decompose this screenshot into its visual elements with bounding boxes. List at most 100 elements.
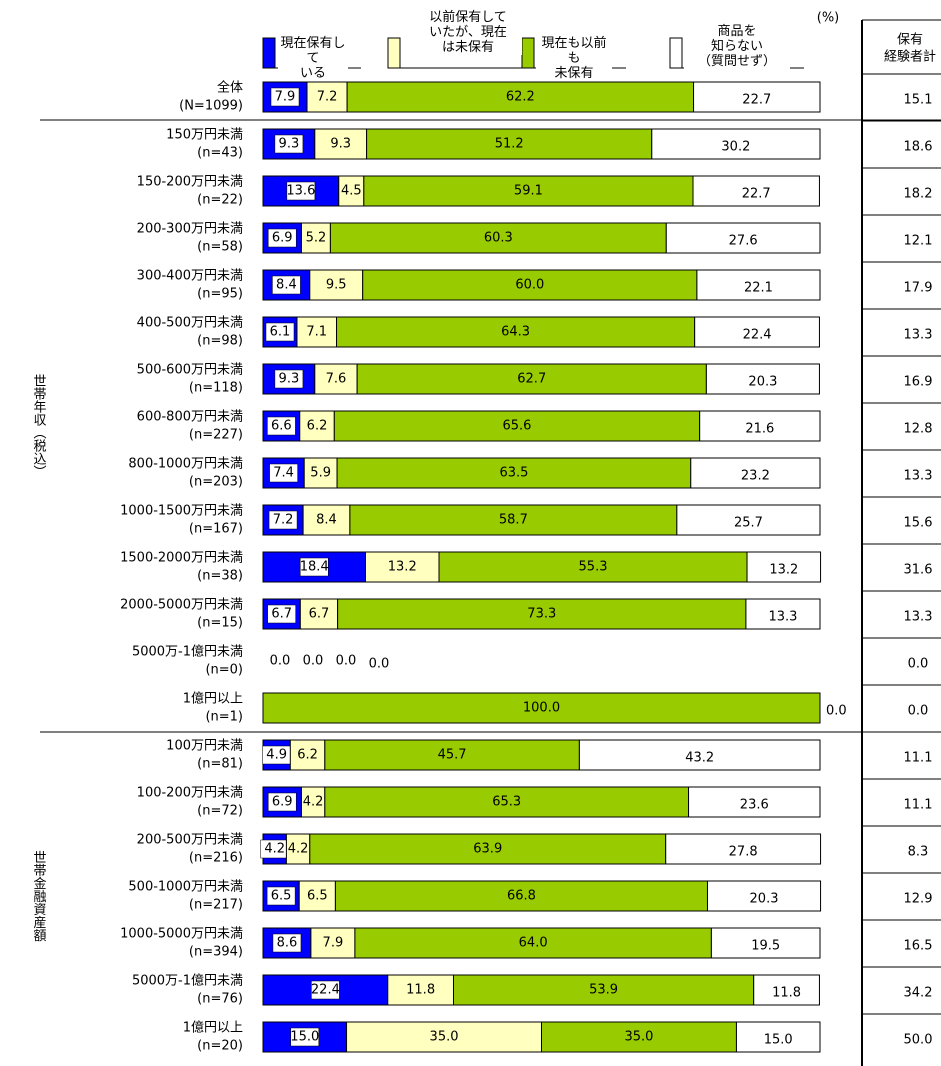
legend-swatch — [262, 37, 276, 69]
value-label: 59.1 — [514, 184, 543, 199]
value-label: 13.3 — [768, 610, 797, 625]
value-label: 9.3 — [279, 372, 300, 387]
value-label: 4.2 — [264, 842, 285, 857]
bar-segment — [692, 175, 820, 207]
label-box — [274, 369, 304, 389]
value-label: 51.2 — [495, 137, 524, 152]
sample-size: (n=227) — [189, 428, 243, 443]
value-label: 13.6 — [286, 184, 315, 199]
value-label: 45.7 — [438, 748, 467, 763]
label-box — [267, 792, 297, 812]
sample-size: (n=95) — [197, 287, 243, 302]
value-label: 8.4 — [276, 278, 297, 293]
bar-segment — [306, 81, 348, 113]
value-label: 0.0 — [303, 654, 324, 669]
bar-segment — [309, 269, 364, 301]
sample-size: (n=20) — [197, 1039, 243, 1054]
value-label: 13.2 — [769, 563, 798, 578]
total-value: 12.9 — [904, 892, 933, 907]
value-label: 7.9 — [275, 90, 296, 105]
total-value: 12.1 — [904, 234, 933, 249]
bar-segment — [262, 692, 821, 724]
value-label: 22.7 — [742, 93, 771, 108]
category-label: 300-400万円未満 — [137, 269, 243, 284]
label-box — [267, 416, 296, 436]
value-label: 4.5 — [341, 184, 362, 199]
value-label: 8.6 — [277, 936, 298, 951]
bar-segment — [387, 974, 454, 1006]
value-label: 60.0 — [515, 278, 544, 293]
bar-segment — [665, 222, 821, 254]
bar-segment — [314, 128, 368, 160]
legend-swatch — [387, 37, 401, 69]
total-value: 15.6 — [904, 516, 933, 531]
bar-segment — [366, 128, 653, 160]
bar-segment — [676, 504, 821, 536]
value-label: 62.7 — [517, 372, 546, 387]
category-label: 1000-5000万円未満 — [120, 927, 243, 942]
total-value: 16.9 — [904, 375, 933, 390]
value-label: 5.9 — [310, 466, 331, 481]
value-label: 7.2 — [273, 513, 294, 528]
bar-segment — [699, 410, 821, 442]
bar-segment — [688, 786, 821, 818]
sample-size: (n=58) — [197, 240, 243, 255]
label-box — [270, 87, 300, 107]
sample-size: (n=0) — [205, 663, 243, 678]
value-label: 18.4 — [300, 560, 329, 575]
value-label: 60.3 — [484, 231, 513, 246]
value-label: 6.9 — [272, 231, 293, 246]
label-box — [272, 933, 302, 953]
bar-segment — [753, 974, 820, 1006]
value-label: 27.6 — [729, 234, 758, 249]
value-label: 7.4 — [273, 466, 294, 481]
bar-segment — [690, 457, 821, 489]
legend-label: 現在保有して いる — [278, 36, 348, 81]
sample-size: (n=43) — [197, 146, 243, 161]
sample-size: (n=167) — [189, 522, 243, 537]
total-value: 50.0 — [904, 1033, 933, 1048]
label-box — [274, 134, 304, 154]
sample-size: (n=81) — [197, 757, 243, 772]
sample-size: (n=1) — [205, 710, 243, 725]
value-label: 7.6 — [326, 372, 347, 387]
sample-size: (n=76) — [197, 992, 243, 1007]
bar-segment — [300, 222, 331, 254]
value-label: 43.2 — [685, 751, 714, 766]
total-value: 11.1 — [904, 798, 933, 813]
value-label: 0.0 — [270, 654, 291, 669]
total-value: 15.1 — [904, 93, 933, 108]
category-label: 5000万-1億円未満 — [132, 973, 243, 989]
label-box — [299, 557, 329, 577]
category-label: 100万円未満 — [166, 739, 243, 754]
category-label: 1500-2000万円未満 — [120, 551, 243, 566]
bar-segment — [578, 739, 821, 771]
value-label: 4.2 — [288, 842, 309, 857]
category-label: 200-500万円未満 — [137, 833, 243, 848]
sample-size: (n=72) — [197, 804, 243, 819]
label-box — [269, 463, 298, 483]
value-label: 9.3 — [330, 137, 351, 152]
value-label: 30.2 — [721, 140, 750, 155]
value-label: 55.3 — [579, 560, 608, 575]
value-label: 53.9 — [589, 983, 618, 998]
category-label: 500-1000万円未満 — [128, 880, 243, 895]
value-label: 65.3 — [492, 795, 521, 810]
bar-segment — [289, 739, 326, 771]
label-box — [286, 181, 316, 201]
label-box — [267, 228, 297, 248]
sample-size: (n=15) — [197, 616, 243, 631]
bar-segment — [745, 598, 821, 630]
total-header: 保有 — [897, 33, 923, 48]
value-label: 11.8 — [772, 986, 801, 1001]
value-label: 0.0 — [369, 657, 390, 672]
value-label: 4.9 — [266, 748, 287, 763]
bar-segment — [337, 598, 747, 630]
sample-size: (n=216) — [189, 851, 243, 866]
value-label: 64.3 — [501, 325, 530, 340]
legend-label: 商品を 知らない （質問せず） — [684, 24, 790, 69]
bar-segment — [438, 551, 748, 583]
value-label: 0.0 — [826, 704, 847, 719]
